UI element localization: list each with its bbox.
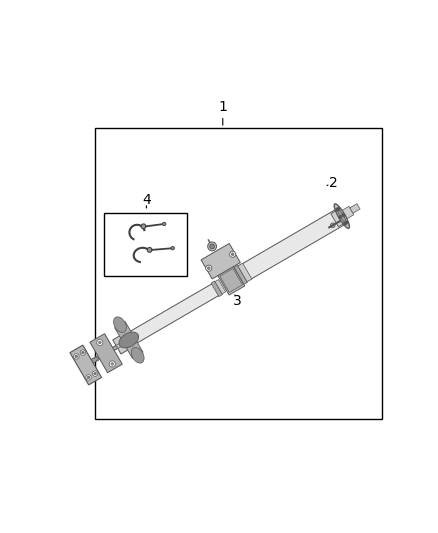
- Text: 4: 4: [142, 193, 151, 207]
- Ellipse shape: [94, 354, 104, 361]
- Bar: [104, 213, 187, 276]
- Ellipse shape: [104, 346, 117, 354]
- Circle shape: [99, 341, 101, 344]
- Text: 2: 2: [329, 175, 337, 190]
- Circle shape: [75, 355, 78, 358]
- Ellipse shape: [99, 350, 111, 358]
- Ellipse shape: [131, 348, 144, 363]
- Circle shape: [111, 362, 113, 365]
- Polygon shape: [218, 266, 245, 295]
- Circle shape: [342, 214, 345, 217]
- Ellipse shape: [88, 354, 105, 364]
- Ellipse shape: [338, 209, 346, 223]
- Circle shape: [97, 340, 103, 345]
- Polygon shape: [239, 208, 346, 281]
- Circle shape: [337, 207, 340, 211]
- Polygon shape: [220, 269, 243, 293]
- Circle shape: [330, 223, 335, 228]
- Circle shape: [343, 222, 347, 225]
- Circle shape: [80, 350, 86, 356]
- Circle shape: [206, 265, 212, 271]
- Polygon shape: [350, 204, 360, 213]
- Circle shape: [207, 267, 210, 270]
- Circle shape: [147, 247, 152, 252]
- Ellipse shape: [83, 358, 98, 367]
- Polygon shape: [331, 209, 347, 227]
- Ellipse shape: [110, 343, 124, 351]
- Circle shape: [230, 251, 236, 257]
- Polygon shape: [90, 334, 122, 373]
- Circle shape: [141, 224, 146, 229]
- Text: 1: 1: [218, 100, 227, 115]
- Polygon shape: [70, 345, 102, 385]
- Circle shape: [74, 354, 79, 359]
- Circle shape: [94, 372, 96, 375]
- Circle shape: [208, 242, 216, 251]
- Circle shape: [231, 253, 234, 256]
- Polygon shape: [211, 281, 223, 297]
- Polygon shape: [238, 263, 252, 282]
- Polygon shape: [115, 321, 133, 341]
- Polygon shape: [234, 265, 247, 285]
- Ellipse shape: [94, 350, 111, 361]
- Polygon shape: [128, 282, 221, 344]
- Ellipse shape: [113, 317, 126, 333]
- Text: 3: 3: [233, 294, 242, 308]
- Circle shape: [86, 375, 91, 380]
- Ellipse shape: [119, 332, 139, 348]
- Circle shape: [162, 222, 166, 225]
- Circle shape: [109, 361, 115, 367]
- Circle shape: [339, 215, 342, 219]
- Circle shape: [171, 246, 174, 250]
- Circle shape: [81, 351, 84, 354]
- Polygon shape: [113, 330, 138, 354]
- Bar: [95, 128, 382, 418]
- Circle shape: [87, 376, 90, 379]
- Polygon shape: [341, 206, 354, 220]
- Polygon shape: [201, 244, 240, 279]
- Polygon shape: [125, 339, 143, 358]
- Polygon shape: [215, 279, 226, 294]
- Ellipse shape: [334, 204, 350, 229]
- Circle shape: [336, 208, 339, 212]
- Circle shape: [210, 244, 215, 249]
- Circle shape: [92, 371, 98, 376]
- Circle shape: [345, 221, 348, 224]
